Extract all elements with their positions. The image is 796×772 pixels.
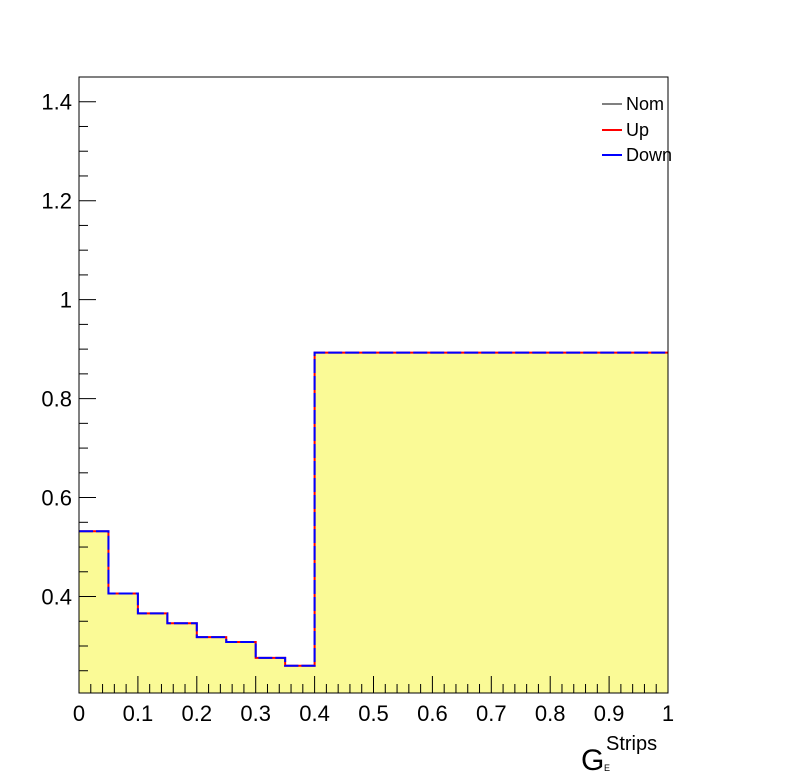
legend-entry-nom: Nom: [602, 94, 664, 114]
legend-label: Down: [626, 145, 672, 165]
legend-entry-up: Up: [602, 120, 649, 140]
y-tick-label: 1.4: [41, 90, 72, 115]
y-tick-label: 1: [60, 288, 72, 313]
x-tick-label: 0.1: [123, 701, 154, 726]
y-tick-label: 1.2: [41, 189, 72, 214]
y-tick-label: 0.8: [41, 387, 72, 412]
x-axis-title-superscript: Strips: [606, 733, 657, 755]
x-tick-label: 0.2: [182, 701, 213, 726]
x-tick-label: 0.6: [417, 701, 448, 726]
series-lines: [79, 351, 668, 667]
nom-fill-area: [79, 352, 668, 693]
legend-label: Up: [626, 120, 649, 140]
y-axis: 0.4 0.6 0.8 1 1.2 1.4: [41, 76, 96, 672]
x-tick-label: 0.5: [358, 701, 389, 726]
x-tick-label: 0.9: [594, 701, 625, 726]
x-tick-label: 0.7: [476, 701, 507, 726]
histogram-fill: [79, 352, 668, 693]
x-tick-label: 0: [73, 701, 85, 726]
x-tick-label: 1: [662, 701, 674, 726]
legend-label: Nom: [626, 94, 664, 114]
x-axis-title-subscript: E: [604, 763, 610, 772]
x-axis-title: G Strips E: [581, 733, 657, 772]
y-tick-label: 0.6: [41, 486, 72, 511]
x-tick-label: 0.3: [240, 701, 271, 726]
y-tick-label: 0.4: [41, 585, 72, 610]
x-tick-label: 0.4: [299, 701, 330, 726]
series-down-line: [79, 351, 668, 667]
x-axis: 0 0.1 0.2 0.3 0.4 0.5 0.6 0.7 0.8 0.9 1: [73, 676, 674, 726]
legend-entry-down: Down: [602, 145, 672, 165]
legend: Nom Up Down: [602, 94, 672, 165]
x-tick-label: 0.8: [535, 701, 566, 726]
x-axis-title-main: G: [581, 744, 604, 772]
